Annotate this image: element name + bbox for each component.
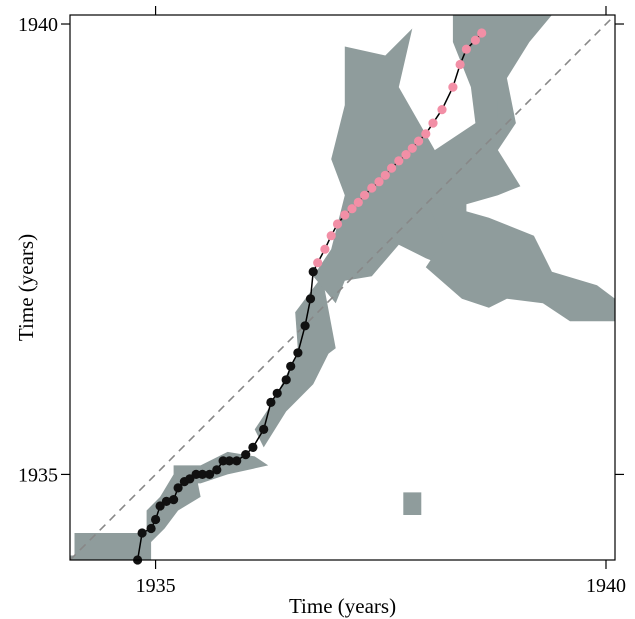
series-1-point: [259, 424, 269, 434]
series-1-point: [161, 496, 171, 506]
series-2-point: [347, 204, 357, 214]
series-1-point: [191, 469, 201, 479]
series-2-point: [461, 44, 471, 54]
series-1-point: [286, 361, 296, 371]
series-2-point: [320, 244, 330, 254]
axis-ticks: 1935 1940 1935 1940: [18, 6, 626, 597]
series-1-point: [218, 456, 228, 466]
series-1-point: [248, 442, 258, 452]
series-2-point: [401, 150, 411, 160]
recurrence-region-5: [295, 276, 336, 376]
x-tick-label: 1935: [136, 575, 176, 597]
recurrence-region-9: [479, 100, 498, 119]
series-1-point: [281, 375, 291, 385]
series-1-point: [212, 465, 222, 475]
x-tick-label: 1940: [586, 575, 626, 597]
series-2-point: [387, 163, 397, 173]
series-1-point: [300, 321, 310, 331]
series-1-point: [308, 267, 318, 277]
recurrence-region-10: [367, 118, 386, 137]
series-1-point: [305, 294, 316, 304]
series-2-point: [353, 197, 363, 207]
series-1-point: [224, 456, 234, 466]
series-2-point: [448, 82, 458, 92]
series-1-point: [169, 495, 179, 505]
diagonal-reference-line: [70, 15, 615, 560]
series-2-point: [340, 210, 350, 220]
series-1-point: [293, 348, 303, 358]
recurrence-region-7: [313, 15, 552, 304]
series-layer: [133, 28, 487, 565]
series-2-point: [326, 231, 336, 241]
series-2-point: [367, 183, 377, 193]
series-2-points: [313, 28, 487, 268]
series-2-point: [394, 156, 404, 166]
series-2-point: [414, 136, 424, 146]
series-1-point: [241, 450, 251, 460]
plot-frame: [69, 14, 616, 561]
series-2-point: [313, 258, 323, 268]
series-2-point: [380, 170, 390, 180]
series-2-point: [470, 35, 480, 45]
series-2-point: [428, 118, 438, 128]
y-tick-label: 1940: [18, 14, 58, 36]
series-1-point: [137, 528, 147, 538]
series-1-point: [173, 483, 183, 493]
series-1-point: [151, 514, 161, 525]
series-1-point: [205, 469, 215, 479]
series-1-point: [232, 456, 242, 466]
series-2-point: [332, 219, 343, 229]
series-2-point: [407, 143, 417, 153]
y-axis-label: Time (years): [14, 234, 38, 341]
series-1-point: [155, 501, 165, 511]
recurrence-region-8: [425, 199, 615, 322]
series-1-point: [146, 523, 156, 534]
y-tick-label: 1935: [18, 464, 58, 486]
series-2-point: [421, 129, 431, 139]
series-2-point: [360, 190, 370, 200]
x-axis-label: Time (years): [289, 594, 396, 618]
recurrence-region-2: [146, 474, 201, 547]
series-1-point: [272, 388, 282, 398]
series-2-point: [374, 177, 384, 187]
series-1-point: [266, 397, 276, 407]
series-2-point: [455, 59, 465, 70]
series-2-point: [477, 28, 487, 38]
series-2-point: [437, 105, 447, 115]
series-1-point: [197, 469, 207, 479]
recurrence-region-6: [403, 492, 422, 515]
recurrence-regions: [70, 15, 615, 560]
series-1-points: [133, 267, 318, 565]
